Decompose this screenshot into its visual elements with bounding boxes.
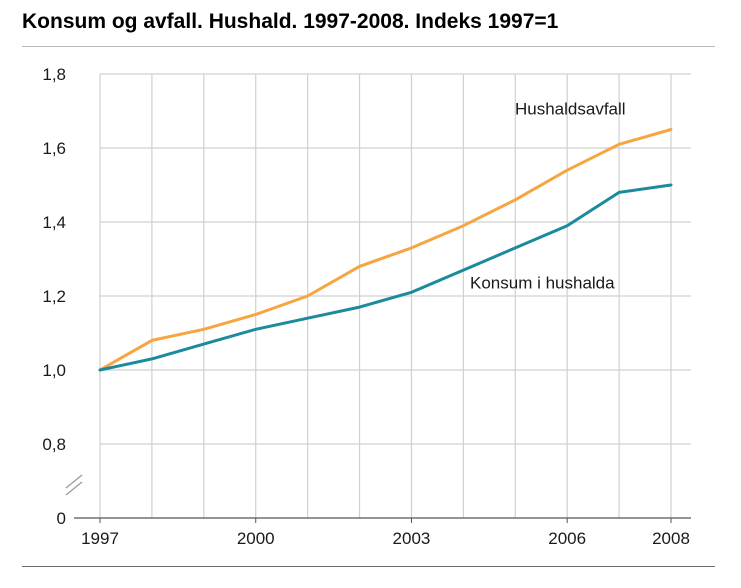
chart-title: Konsum og avfall. Hushald. 1997-2008. In…	[22, 10, 559, 33]
series-labels: Hushaldsavfall Konsum i hushalda	[470, 100, 626, 293]
y-tick-label: 0	[57, 509, 66, 528]
x-tick-label: 2006	[548, 529, 586, 548]
series-lines	[98, 128, 673, 372]
x-tick-label: 1997	[81, 529, 119, 548]
series-line-konsum	[98, 183, 673, 372]
y-tick-label: 0,8	[42, 435, 66, 454]
footer-rule	[22, 566, 715, 567]
axis-break-mark	[65, 474, 83, 489]
x-tick-label: 2000	[237, 529, 275, 548]
axis-break-mark	[65, 481, 83, 496]
y-tick-label: 1,4	[42, 213, 66, 232]
title-rule	[22, 46, 715, 47]
axes: 0 0,8 1,0 1,2 1,4 1,6 1,8 1997 2000 2003 2006 2008	[42, 65, 691, 548]
series-label-hushaldsavfall: Hushaldsavfall	[515, 100, 626, 119]
x-tick-label: 2008	[652, 529, 690, 548]
series-line-hushaldsavfall	[98, 128, 673, 372]
y-tick-label: 1,6	[42, 139, 66, 158]
y-tick-label: 1,8	[42, 65, 66, 84]
x-tick-label: 2003	[393, 529, 431, 548]
y-tick-label: 1,0	[42, 361, 66, 380]
y-tick-label: 1,2	[42, 287, 66, 306]
series-label-konsum: Konsum i hushalda	[470, 274, 615, 293]
